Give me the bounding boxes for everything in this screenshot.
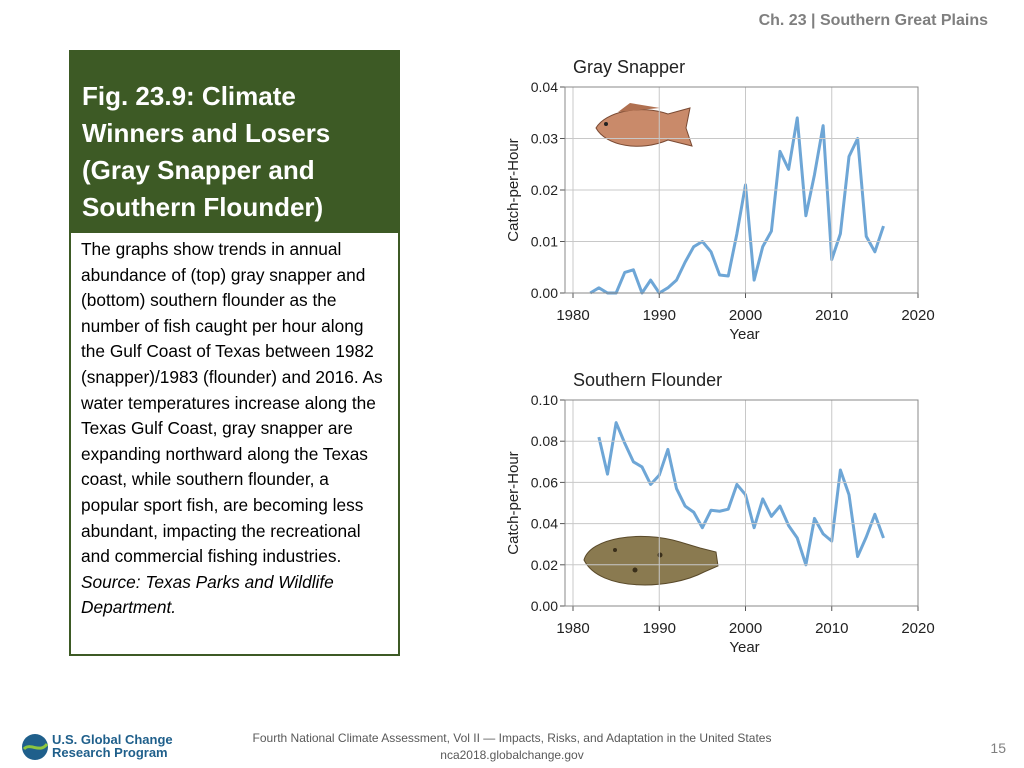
chapter-header: Ch. 23 | Southern Great Plains — [758, 12, 988, 29]
data-line — [597, 421, 885, 567]
x-axis-label: Year — [729, 326, 759, 343]
figure-title: Fig. 23.9: Climate Winners and Losers (G… — [71, 52, 398, 233]
y-tick-label: 0.01 — [531, 234, 558, 250]
chart-title: Gray Snapper — [573, 57, 685, 77]
y-axis-label: Catch-per-Hour — [505, 451, 522, 554]
y-tick-label: 0.06 — [531, 474, 558, 490]
caption-source: Source: Texas Parks and Wildlife Departm… — [81, 571, 334, 618]
x-tick-label: 2000 — [729, 620, 762, 637]
caption-text: The graphs show trends in annual abundan… — [81, 239, 383, 567]
figure-box: Fig. 23.9: Climate Winners and Losers (G… — [69, 50, 400, 656]
y-axis-label: Catch-per-Hour — [505, 138, 522, 241]
x-tick-label: 1980 — [556, 620, 589, 637]
x-tick-label: 2010 — [815, 307, 848, 324]
logo-line: U.S. Global Change — [52, 732, 173, 747]
y-tick-label: 0.02 — [531, 182, 558, 198]
page-number: 15 — [990, 740, 1006, 756]
y-tick-label: 0.04 — [531, 79, 558, 95]
x-tick-label: 1990 — [643, 620, 676, 637]
logo-text: U.S. Global Change Research Program — [52, 733, 173, 759]
y-tick-label: 0.02 — [531, 557, 558, 573]
y-tick-label: 0.04 — [531, 516, 558, 532]
chart-title: Southern Flounder — [573, 370, 722, 390]
charts: 0.00 0.01 0.02 0.03 0.04 1980 1990 2000 2010 2020… — [505, 57, 935, 656]
footer-line: Fourth National Climate Assessment, Vol … — [252, 731, 772, 745]
figure-caption: The graphs show trends in annual abundan… — [71, 233, 398, 621]
y-tick-label: 0.03 — [531, 131, 558, 147]
plot-frame — [564, 399, 919, 607]
y-tick-label: 0.08 — [531, 433, 558, 449]
y-tick-label: 0.10 — [531, 392, 558, 408]
x-tick-label: 1980 — [556, 307, 589, 324]
plot-frame — [564, 86, 919, 294]
x-tick-label: 2010 — [815, 620, 848, 637]
x-tick-label: 1990 — [643, 307, 676, 324]
data-line — [589, 116, 885, 295]
x-tick-label: 2020 — [901, 307, 934, 324]
footer-url: nca2018.globalchange.gov — [440, 748, 584, 762]
y-tick-label: 0.00 — [531, 285, 558, 301]
snapper-illustration — [595, 103, 693, 147]
flounder-illustration — [583, 536, 719, 586]
x-axis-label: Year — [729, 639, 759, 656]
x-tick-label: 2000 — [729, 307, 762, 324]
logo-icon — [22, 734, 49, 760]
x-tick-label: 2020 — [901, 620, 934, 637]
logo-line: Research Program — [52, 745, 168, 760]
y-tick-label: 0.00 — [531, 598, 558, 614]
